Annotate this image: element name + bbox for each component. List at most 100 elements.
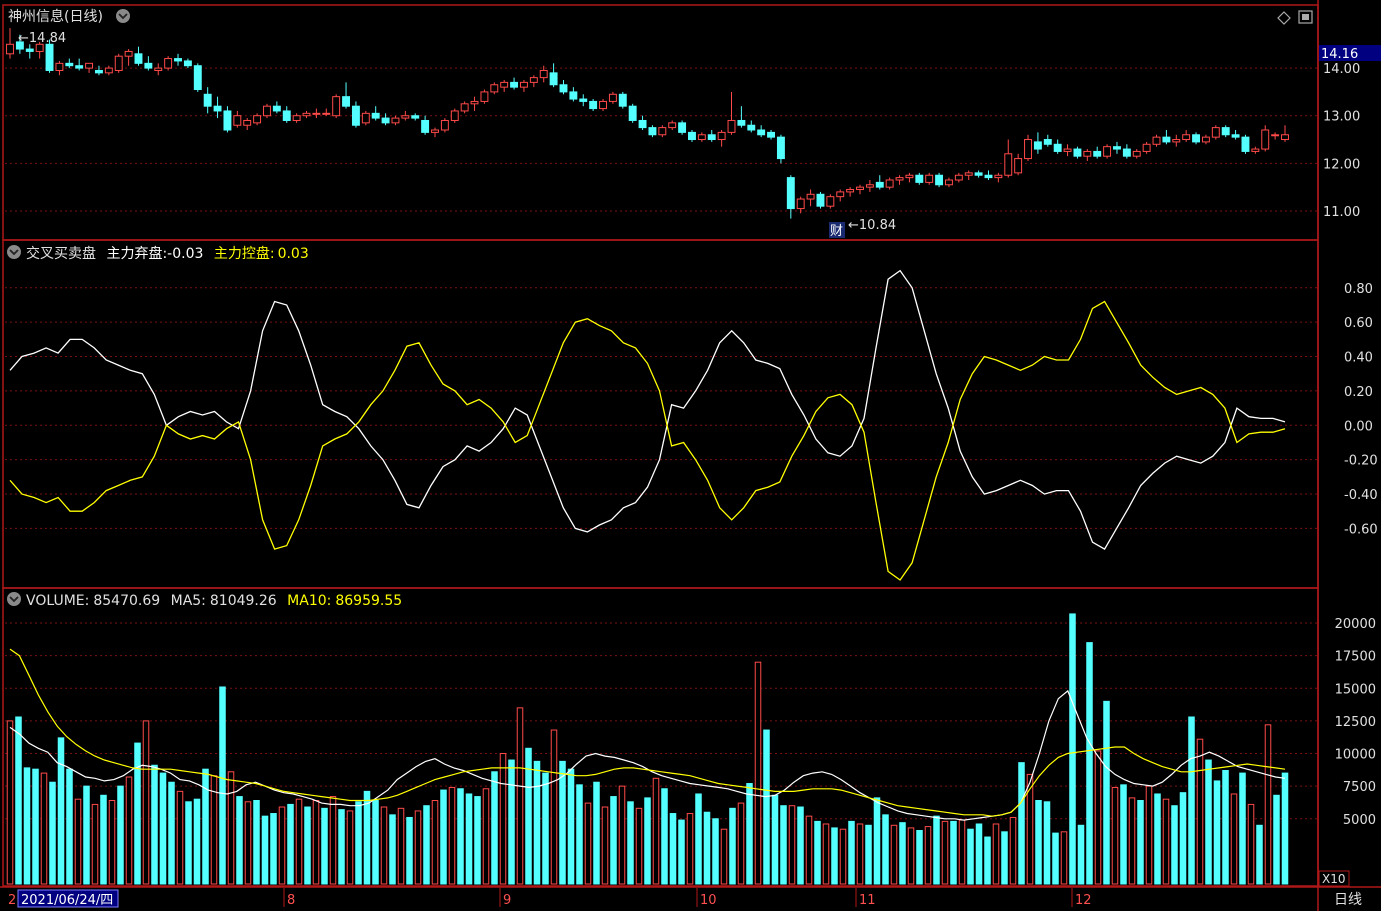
volume-bar [992,823,1000,885]
volume-bar [516,707,524,885]
volume-bar [1196,738,1204,885]
volume-bar [805,815,813,885]
candle [549,63,558,88]
candle [658,125,667,138]
candle [1014,153,1023,176]
volume-bar [627,801,634,885]
candle [816,191,825,209]
volume-bar [703,811,711,885]
price-tick-label: 11.00 [1323,205,1360,220]
candle [1043,134,1052,147]
candle [6,28,14,59]
indicator-name[interactable]: 交叉买卖盘 [26,245,96,262]
volume-bar [899,822,906,885]
candle [1162,130,1171,145]
volume-tick-label: 12500 [1335,715,1376,730]
volume-bar [440,789,447,885]
candle [154,63,163,76]
candle [559,80,568,95]
candle [836,189,845,202]
price-tick-label: 12.00 [1323,157,1360,172]
event-badge[interactable] [829,222,845,238]
candle [1231,130,1240,140]
candle [35,41,44,59]
volume-value: 85470.69 [93,593,160,609]
volume-bar [414,810,422,885]
volume-tick-label: 20000 [1335,617,1376,632]
ma5-line [9,689,1286,821]
candle [954,172,963,183]
diamond-icon[interactable] [1277,11,1291,25]
candle [875,175,884,190]
candle [391,115,400,126]
volume-bar [66,768,73,885]
volume-bar [6,720,14,885]
candle [1063,144,1072,157]
volume-bar [635,807,643,885]
candle [806,189,815,207]
candle [1271,132,1280,140]
volume-bar [924,826,932,885]
candle [776,134,785,164]
candle [757,125,766,138]
volume-bar [729,807,736,885]
volume-bar [270,813,277,885]
svg-text:VOLUME:85470.69 MA5:81049.: VOLUME: 85470.69 MA5: 81049.26 MA10: 86959.… [26,593,402,609]
candle [1221,125,1230,138]
period-label[interactable]: 日线 [1334,892,1362,908]
title-dropdown-icon[interactable] [116,9,130,23]
candle [648,125,657,138]
volume-bar [618,785,626,885]
candle [1033,132,1042,154]
low-marker: 财 ←10.84 [829,218,896,239]
volume-bar [176,790,184,885]
volume-bar [907,827,915,885]
candle [925,172,934,185]
candle [826,194,835,209]
volume-bar [1018,762,1025,885]
volume-menu-icon[interactable] [7,592,21,606]
volume-bar [1281,772,1289,885]
candle [243,118,252,130]
candle [193,63,202,92]
window-restore-icon[interactable] [1298,10,1313,24]
indicator-label-2: 主力控盘: [214,245,275,262]
indicator-menu-icon[interactable] [7,245,21,259]
volume-bar [117,785,124,885]
volume-bar [550,729,558,885]
volume-bar [695,793,702,885]
volume-bar [1009,816,1017,885]
volume-bar [32,768,39,885]
candle [183,58,192,69]
candle [1122,144,1131,159]
candle [767,130,776,140]
candle [460,101,469,114]
candle [846,187,855,197]
candle [1201,134,1210,145]
stock-title[interactable]: 神州信息(日线) [8,8,103,25]
volume-bar [134,742,141,885]
volume-bar [91,803,99,885]
volume-bar [380,806,388,885]
month-label: 12 [1075,893,1092,908]
candle [292,113,301,123]
candle [1113,141,1121,154]
volume-bar [720,828,728,885]
candle [1132,149,1141,159]
volume-bar [839,828,847,885]
cursor-date-box [17,889,119,908]
candle [421,115,430,135]
volume-bar [372,799,379,885]
indicator-tick-label: 0.00 [1344,419,1373,434]
month-label: 9 [503,893,511,908]
candle [974,170,983,178]
indicator-tick-label: -0.20 [1344,454,1378,469]
volume-bar [83,785,90,885]
candle [984,170,993,180]
indicator-value-2: 0.03 [278,246,309,262]
volume-bar [74,798,82,885]
volume-bar [40,772,48,885]
ma5-value: 81049.26 [210,593,277,609]
volume-bar [797,806,804,885]
volume-bar [831,827,838,885]
